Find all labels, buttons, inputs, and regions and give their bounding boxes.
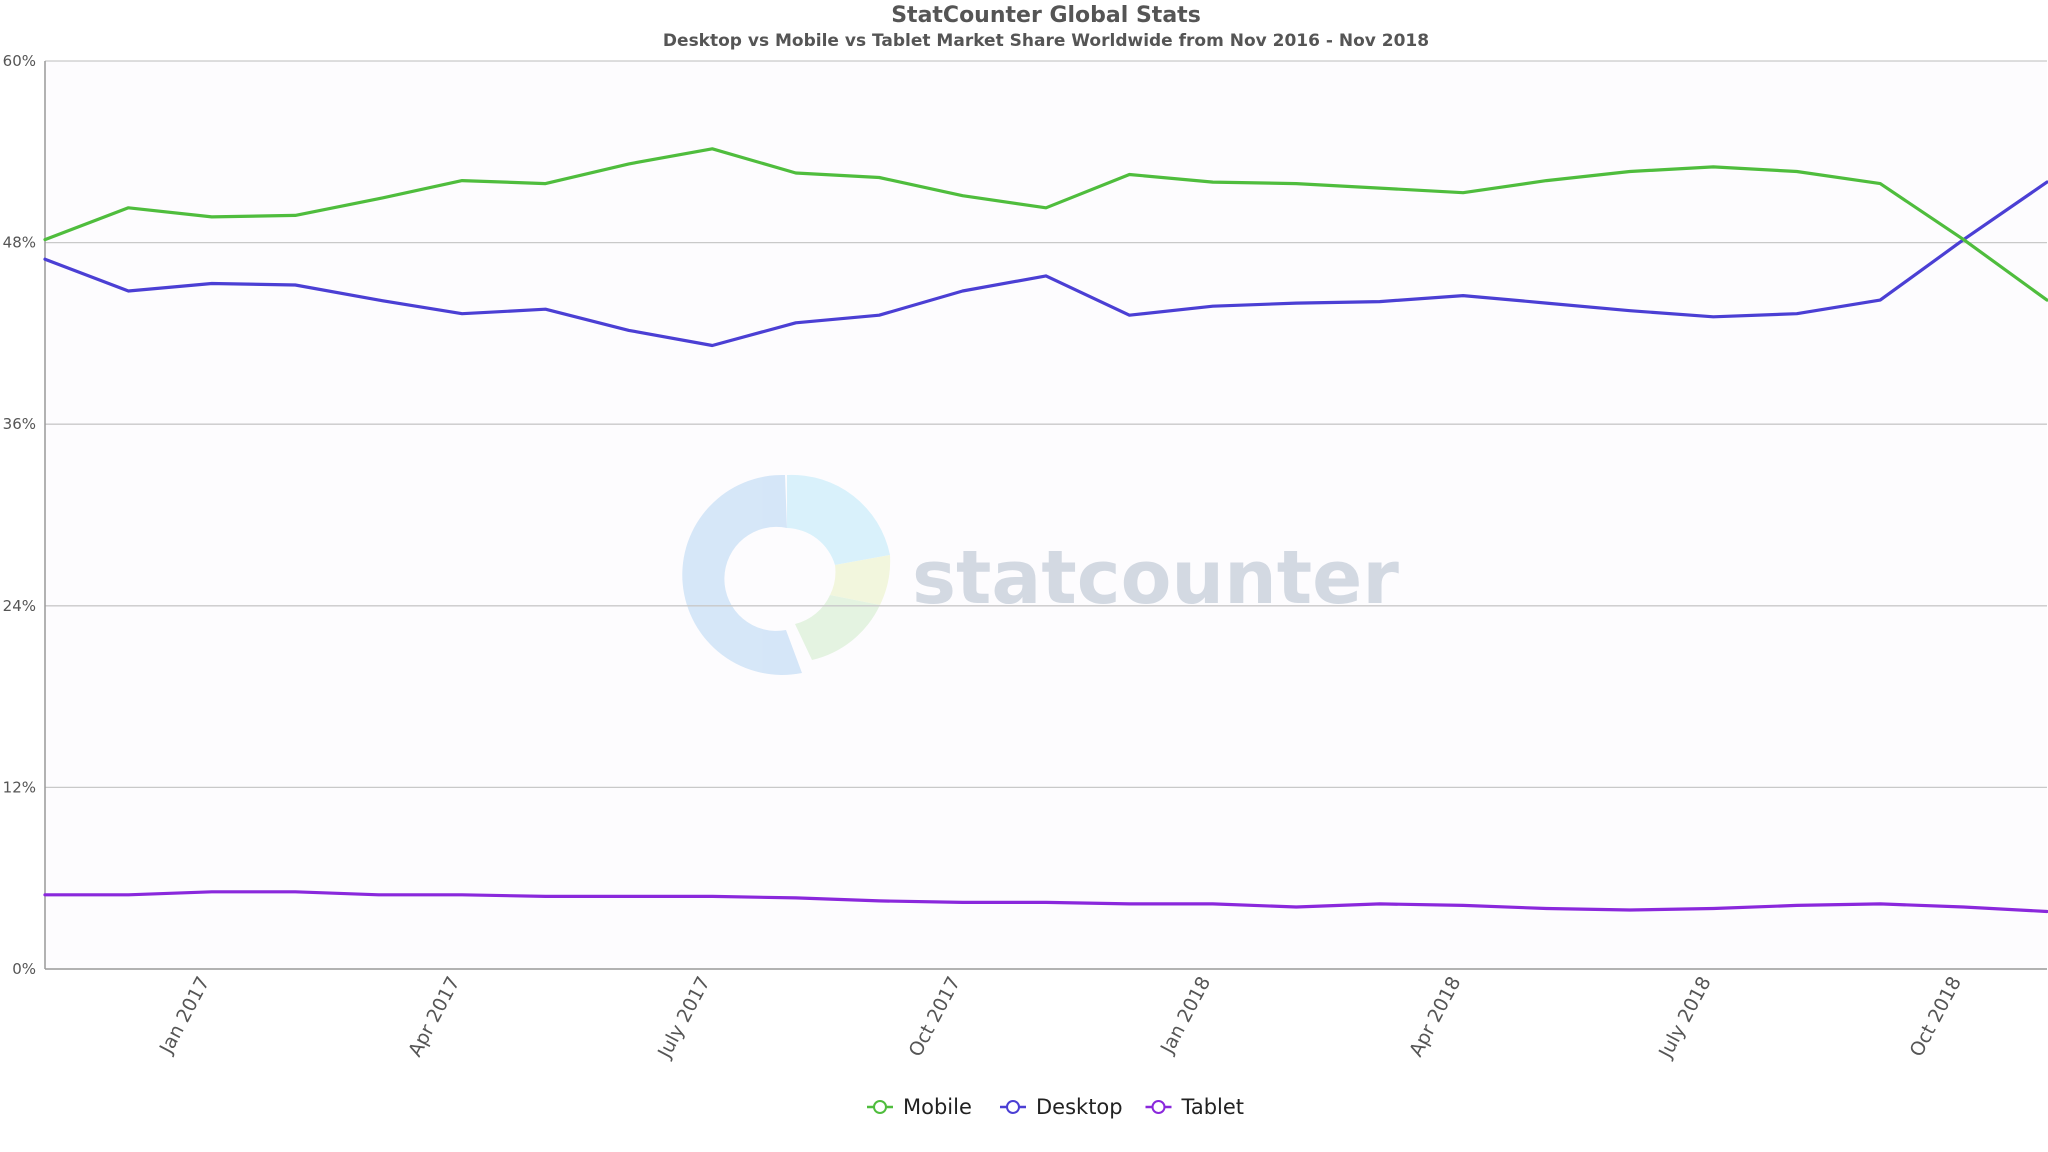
chart-title: StatCounter Global Stats xyxy=(891,3,1201,28)
legend-item-desktop[interactable]: Desktop xyxy=(1000,1095,1123,1119)
y-tick-label: 24% xyxy=(3,597,36,615)
legend: Mobile Desktop Tablet xyxy=(867,1095,1244,1119)
y-tick-label: 48% xyxy=(3,234,36,252)
watermark-logo-arc-yellow xyxy=(830,555,891,605)
statcounter-watermark: statcounter xyxy=(682,474,1399,675)
series-line-mobile xyxy=(43,147,2048,302)
watermark-logo-arc-green xyxy=(795,595,880,660)
legend-item-mobile[interactable]: Mobile xyxy=(867,1095,972,1119)
y-tick-label: 12% xyxy=(3,778,36,796)
watermark-logo-arc-cyan xyxy=(787,474,890,565)
legend-marker xyxy=(1006,1100,1020,1114)
watermark-logo-arc-blue xyxy=(682,474,802,675)
gridlines xyxy=(45,60,2047,789)
legend-marker xyxy=(1151,1100,1166,1114)
axes xyxy=(44,61,2047,970)
series-line-desktop xyxy=(43,180,2048,348)
y-tick-label: 60% xyxy=(3,52,36,70)
legend-marker xyxy=(873,1100,887,1114)
chart-subtitle: Desktop vs Mobile vs Tablet Market Share… xyxy=(663,31,1429,51)
legend-label: Desktop xyxy=(1036,1095,1123,1119)
plot-area xyxy=(45,61,2047,969)
y-tick-label: 36% xyxy=(3,415,36,433)
legend-label: Tablet xyxy=(1181,1095,1245,1119)
series-lines xyxy=(43,147,2048,914)
y-tick-label: 0% xyxy=(12,960,36,978)
y-axis-ticks: 0% 12% 24% 36% 48% 60% xyxy=(3,52,36,978)
series-line-tablet xyxy=(43,890,2048,914)
legend-label: Mobile xyxy=(903,1095,972,1119)
legend-item-tablet[interactable]: Tablet xyxy=(1145,1095,1245,1119)
watermark-text: statcounter xyxy=(912,535,1399,621)
